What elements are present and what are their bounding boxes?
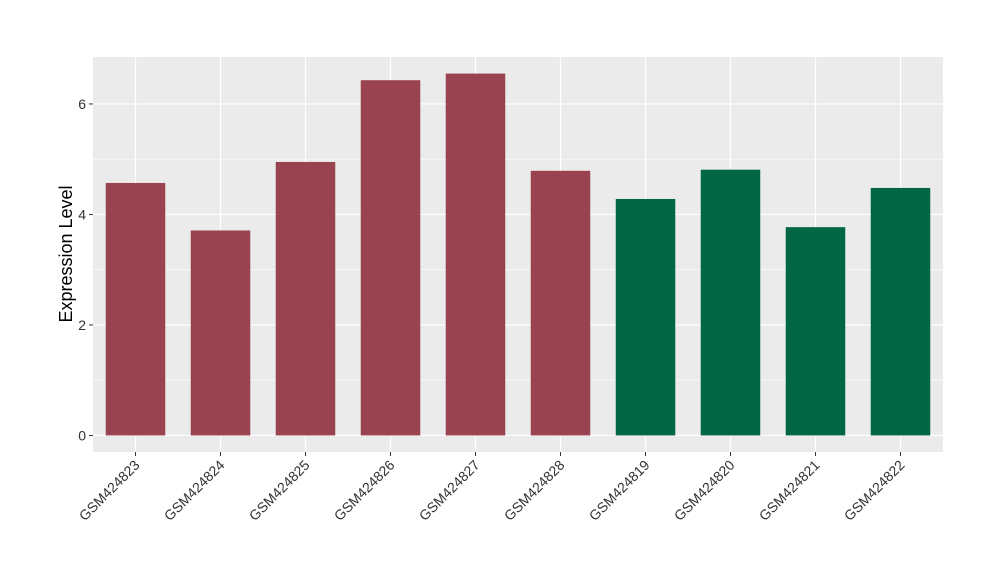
bar-GSM424822 bbox=[870, 187, 931, 436]
bar-GSM424824 bbox=[190, 230, 251, 436]
bar-GSM424827 bbox=[445, 73, 506, 436]
y-tick-label: 2 bbox=[78, 317, 86, 333]
y-tick-label: 4 bbox=[78, 206, 86, 222]
y-tick-label: 6 bbox=[78, 96, 86, 112]
y-axis: 0 2 4 6 bbox=[78, 96, 93, 443]
bar-GSM424826 bbox=[360, 80, 421, 436]
bar-GSM424823 bbox=[105, 182, 166, 436]
x-tick-label: GSM424828 bbox=[501, 457, 568, 524]
x-tick-label: GSM424820 bbox=[671, 457, 738, 524]
x-tick-label: GSM424821 bbox=[756, 457, 823, 524]
x-tick-label: GSM424825 bbox=[246, 457, 313, 524]
x-tick-label: GSM424827 bbox=[416, 457, 483, 524]
bar-GSM424828 bbox=[530, 170, 591, 436]
bar-GSM424819 bbox=[615, 198, 676, 436]
x-tick-label: GSM424822 bbox=[841, 457, 908, 524]
x-tick-label: GSM424823 bbox=[76, 457, 143, 524]
bar-GSM424821 bbox=[785, 227, 846, 436]
x-tick-label: GSM424824 bbox=[161, 457, 228, 524]
y-tick-label: 0 bbox=[78, 427, 86, 443]
y-axis-title: Expression Level bbox=[56, 185, 76, 322]
x-tick-label: GSM424826 bbox=[331, 457, 398, 524]
bars bbox=[105, 73, 931, 436]
x-tick-label: GSM424819 bbox=[586, 457, 653, 524]
bar-GSM424820 bbox=[700, 169, 761, 436]
x-axis: GSM424823 GSM424824 GSM424825 GSM424826 GSM4… bbox=[76, 452, 908, 524]
bar-GSM424825 bbox=[275, 161, 336, 436]
